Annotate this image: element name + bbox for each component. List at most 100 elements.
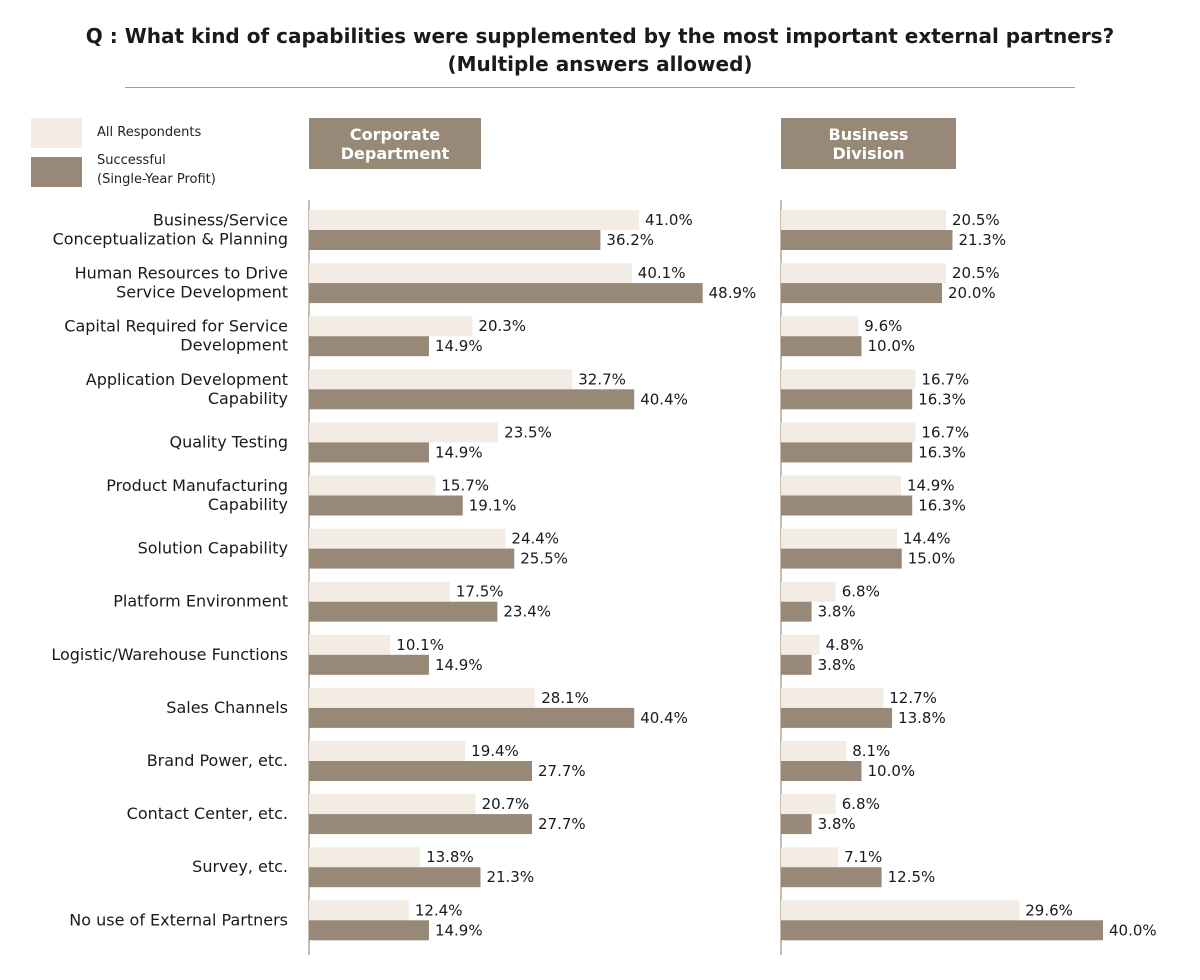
bar-corporate-successful [309, 230, 601, 250]
value-label: 15.7% [441, 477, 489, 495]
bar-business-successful [781, 867, 882, 888]
value-label: 40.4% [640, 709, 688, 727]
bar-business-successful [781, 389, 913, 410]
bar-business-all [781, 316, 859, 337]
bar-corporate-all [309, 422, 499, 443]
bar-business-all [781, 794, 836, 815]
bar-business-successful [781, 548, 902, 569]
bar-corporate-all [309, 847, 421, 868]
bar-business-all [781, 263, 947, 284]
value-label: 20.7% [482, 795, 530, 813]
category-label: Survey, etc. [192, 857, 288, 876]
value-label: 9.6% [864, 317, 902, 335]
value-label: 16.7% [921, 370, 969, 388]
bar-business-successful [781, 601, 812, 622]
value-label: 41.0% [645, 211, 693, 229]
bar-corporate-all [309, 581, 450, 602]
value-label: 40.0% [1109, 921, 1157, 939]
bar-business-all [781, 581, 836, 602]
bar-corporate-all [309, 741, 466, 761]
value-label: 16.3% [918, 443, 966, 461]
category-label: Solution Capability [138, 539, 288, 558]
value-label: 12.5% [888, 868, 936, 886]
value-label: 14.9% [435, 443, 483, 461]
bar-business-successful [781, 654, 812, 675]
bar-corporate-successful [309, 336, 429, 357]
panel-header-business-line-1: Business [828, 124, 909, 144]
bar-business-successful [781, 920, 1103, 941]
value-label: 17.5% [456, 583, 504, 601]
bar-corporate-successful [309, 442, 429, 463]
category-label: Human Resources to Drive Service Developm… [75, 264, 288, 302]
bar-corporate-successful [309, 654, 429, 675]
panel-header-corporate-line-2: Department [340, 143, 450, 163]
bar-corporate-successful [309, 707, 635, 728]
value-label: 25.5% [520, 550, 568, 568]
value-label: 8.1% [852, 742, 890, 760]
bar-corporate-successful [309, 389, 635, 410]
value-label: 13.8% [898, 709, 946, 727]
chart-title-line-2: (Multiple answers allowed) [447, 52, 753, 76]
value-label: 14.9% [435, 921, 483, 939]
bar-corporate-all [309, 687, 536, 708]
bar-corporate-all [309, 369, 573, 390]
value-label: 40.1% [638, 264, 686, 282]
bar-business-all [781, 210, 947, 230]
category-label: Business/Service Conceptualization & Plan… [53, 211, 288, 249]
bar-business-all [781, 369, 916, 390]
value-label: 28.1% [541, 689, 589, 707]
legend-label-successful-line-1: Successful [97, 153, 166, 168]
panel-header-business-line-2: Division [832, 143, 905, 163]
legend-label-all-respondents: All Respondents [97, 125, 202, 140]
bar-corporate-successful [309, 283, 703, 304]
bar-corporate-all [309, 263, 632, 284]
legend-swatch-successful [31, 157, 82, 187]
value-label: 14.9% [907, 477, 955, 495]
value-label: 13.8% [426, 848, 474, 866]
bar-corporate-all [309, 210, 640, 230]
bar-corporate-successful [309, 548, 515, 569]
value-label: 7.1% [844, 848, 882, 866]
value-label: 23.5% [504, 423, 552, 441]
legend-swatch-all-respondents [31, 118, 82, 148]
panel-header-corporate-department: Corporate Department [309, 118, 481, 169]
category-label: Application Development Capability [86, 370, 288, 408]
value-label: 12.4% [415, 901, 463, 919]
category-label: Sales Channels [166, 698, 288, 717]
value-label: 12.7% [889, 689, 937, 707]
title-divider [125, 87, 1075, 88]
bar-business-all [781, 528, 897, 549]
value-label: 27.7% [538, 762, 586, 780]
category-label: Logistic/Warehouse Functions [51, 645, 288, 664]
bar-corporate-all [309, 794, 476, 815]
category-label: Quality Testing [169, 432, 288, 451]
value-label: 14.4% [903, 530, 951, 548]
bar-business-successful [781, 814, 812, 835]
bar-corporate-successful [309, 814, 532, 835]
value-label: 6.8% [842, 795, 880, 813]
bar-business-successful [781, 336, 862, 357]
value-label: 16.3% [918, 390, 966, 408]
value-label: 21.3% [486, 868, 534, 886]
value-label: 3.8% [818, 656, 856, 674]
bar-business-all [781, 900, 1020, 921]
bar-business-successful [781, 761, 862, 781]
bar-business-all [781, 475, 901, 496]
category-label: Contact Center, etc. [127, 804, 288, 823]
bar-corporate-all [309, 528, 506, 549]
value-label: 3.8% [818, 815, 856, 833]
panel-header-business-division: Business Division [781, 118, 956, 169]
category-label: Product Manufacturing Capability [106, 476, 288, 514]
value-label: 20.5% [952, 264, 1000, 282]
value-label: 4.8% [826, 636, 864, 654]
value-label: 20.5% [952, 211, 1000, 229]
value-label: 48.9% [709, 284, 757, 302]
value-label: 14.9% [435, 656, 483, 674]
value-label: 19.4% [471, 742, 519, 760]
bar-corporate-successful [309, 920, 429, 941]
bar-corporate-successful [309, 761, 532, 781]
value-label: 24.4% [511, 530, 559, 548]
category-label: Platform Environment [113, 592, 288, 611]
value-label: 10.0% [868, 762, 916, 780]
